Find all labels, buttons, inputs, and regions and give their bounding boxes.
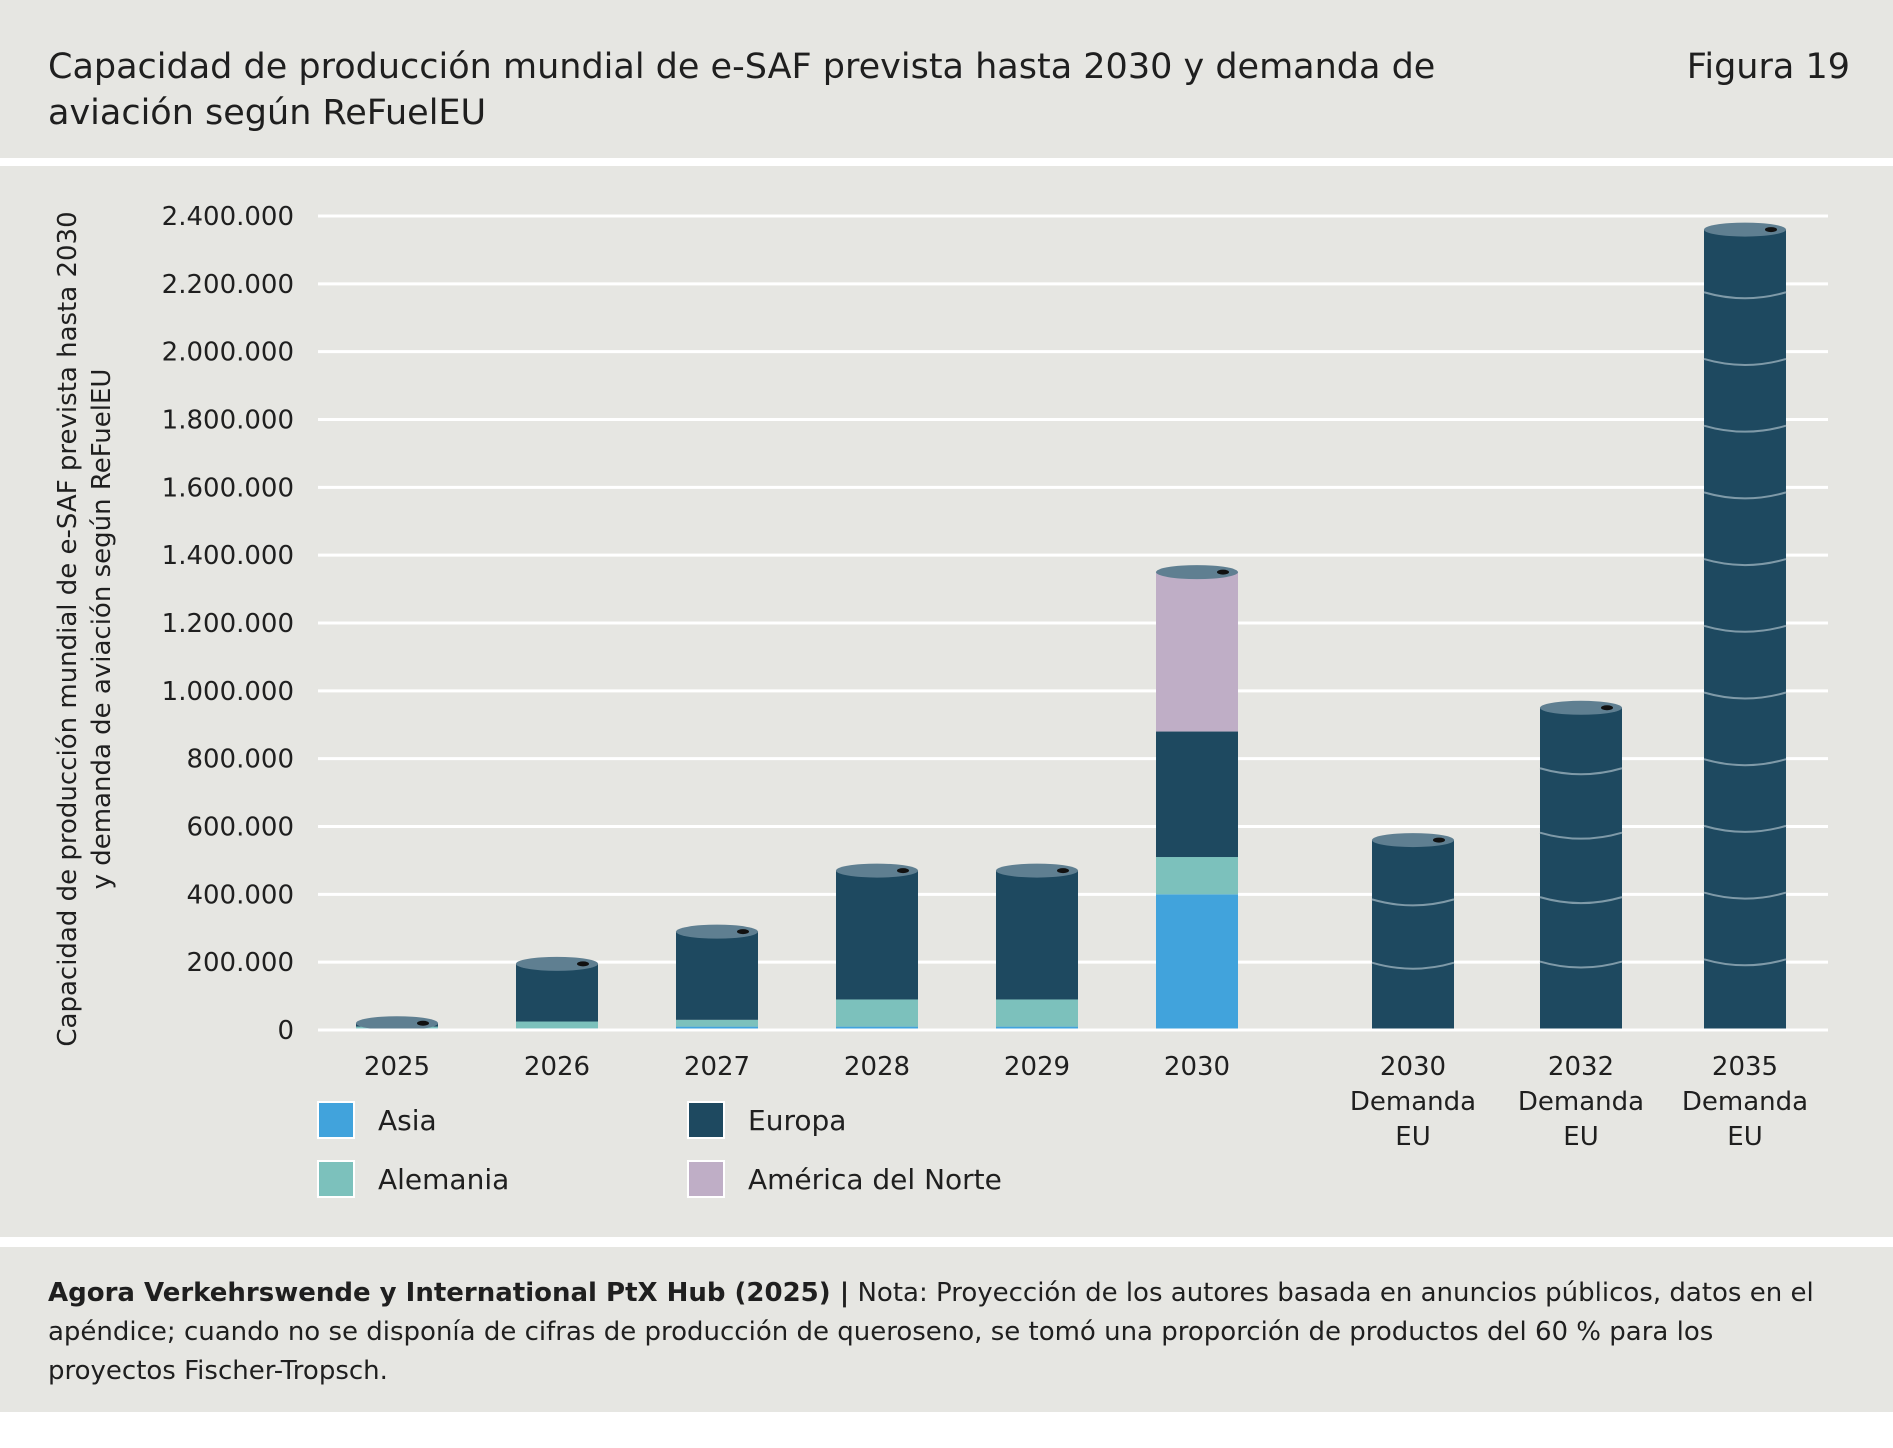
legend-swatch: [317, 1160, 355, 1198]
y-tick-label: 600.000: [186, 813, 294, 843]
legend-swatch: [687, 1160, 725, 1198]
legend-swatch: [317, 1101, 355, 1139]
x-tick-label: 2030: [1164, 1052, 1230, 1082]
x-tick-label: 2032: [1548, 1052, 1614, 1082]
barrel-hoop: [1703, 891, 1787, 900]
bar-segment: [676, 1019, 758, 1027]
barrel-lid: [836, 863, 918, 878]
x-tick-label: 2030: [1380, 1052, 1446, 1082]
barrel-bung: [737, 929, 749, 935]
y-tick-label: 1.400.000: [162, 541, 294, 571]
x-tick-label: 2035: [1712, 1052, 1778, 1082]
barrel-hoop: [1703, 424, 1787, 433]
y-tick-label: 1.000.000: [162, 677, 294, 707]
legend-label: Europa: [748, 1104, 846, 1137]
barrel-hoop: [1539, 767, 1623, 776]
x-tick-label: 2026: [524, 1052, 590, 1082]
bar-segment: [676, 931, 758, 1020]
barrel-hoop: [1703, 558, 1787, 567]
x-tick-label: 2029: [1004, 1052, 1070, 1082]
chart-panel: 0 200.000 400.000 600.000 800.000 1.000.000 1.…: [0, 166, 1893, 1237]
barrel-hoop: [1539, 960, 1623, 969]
y-tick-label: 1.600.000: [162, 473, 294, 503]
note-text: Nota: Proyección de los autores basada e…: [48, 1278, 1814, 1386]
barrel-hoop: [1539, 896, 1623, 905]
bar-segment: [1372, 840, 1454, 1030]
bar-segment: [996, 870, 1078, 1000]
y-tick-label: 1.200.000: [162, 609, 294, 639]
barrel-hoop: [1703, 358, 1787, 366]
legend-swatch: [687, 1101, 725, 1139]
bar-segment: [996, 1026, 1078, 1030]
x-tick-label: EU: [1395, 1122, 1430, 1152]
source-label: Agora Verkehrswende y International PtX …: [48, 1278, 850, 1308]
barrel-hoop: [1703, 758, 1787, 767]
legend-label: América del Norte: [748, 1163, 1002, 1196]
barrel-bung: [1765, 227, 1777, 233]
y-tick-label: 800.000: [186, 745, 294, 775]
y-tick-label: 1.800.000: [162, 406, 294, 436]
chart-title: Capacidad de producción mundial de e-SAF…: [48, 47, 1436, 133]
barrel-hoop: [1703, 624, 1787, 633]
barrel-lid: [356, 1016, 438, 1031]
barrel-hoop: [1703, 491, 1787, 500]
barrel-lid: [1540, 700, 1622, 715]
header-panel: Capacidad de producción mundial de e-SAF…: [0, 0, 1893, 158]
barrel-bung: [1601, 705, 1613, 711]
bar-segment: [1156, 731, 1238, 858]
barrel-hoop: [1703, 958, 1787, 967]
footer-panel: Agora Verkehrswende y International PtX …: [0, 1247, 1893, 1412]
legend-label: Asia: [378, 1104, 437, 1137]
barrel-bung: [1433, 837, 1445, 843]
barrel-hoop: [1371, 898, 1455, 907]
barrel-hoop: [1539, 831, 1623, 840]
barrel-hoop: [1703, 291, 1787, 300]
y-tick-label: 200.000: [186, 948, 294, 978]
barrel-lid: [1156, 565, 1238, 580]
barrel-bung: [577, 961, 589, 967]
bar-segment: [836, 999, 918, 1027]
x-tick-label: Demanda: [1682, 1087, 1808, 1117]
y-tick-label: 2.400.000: [162, 202, 294, 232]
y-axis-label: Capacidad de producción mundial de e-SAF…: [53, 211, 83, 1046]
bar-segment: [1540, 707, 1622, 1030]
barrel-lid: [996, 863, 1078, 878]
bar-segment: [516, 1021, 598, 1029]
x-tick-label: 2025: [364, 1052, 430, 1082]
barrel-hoop: [1703, 691, 1787, 700]
y-tick-label: 400.000: [186, 880, 294, 910]
x-tick-label: Demanda: [1518, 1087, 1644, 1117]
y-axis-label: y demanda de aviación según ReFuelEU: [87, 369, 117, 890]
barrel-lid: [676, 924, 758, 939]
y-tick-label: 2.200.000: [162, 270, 294, 300]
bar-segment: [836, 870, 918, 1000]
barrel-bung: [897, 868, 909, 874]
bar-segment: [1156, 894, 1238, 1030]
y-tick-label: 2.000.000: [162, 338, 294, 368]
bar-segment: [516, 963, 598, 1022]
barrel-bung: [417, 1020, 429, 1026]
x-tick-label: Demanda: [1350, 1087, 1476, 1117]
y-tick-label: 0: [277, 1016, 294, 1046]
bar-segment: [1156, 857, 1238, 895]
legend-label: Alemania: [378, 1163, 509, 1196]
barrel-bung: [1217, 569, 1229, 575]
barrel-lid: [1372, 833, 1454, 848]
bar-segment: [676, 1026, 758, 1030]
figure-label: Figura 19: [1686, 47, 1850, 87]
barrel-bung: [1057, 868, 1069, 874]
barrel-lid: [1704, 222, 1786, 237]
x-tick-label: EU: [1727, 1122, 1762, 1152]
barrel-lid: [516, 956, 598, 971]
x-tick-label: 2027: [684, 1052, 750, 1082]
bar-segment: [836, 1026, 918, 1030]
bar-segment: [1156, 572, 1238, 732]
barrel-hoop: [1703, 824, 1787, 833]
x-tick-label: 2028: [844, 1052, 910, 1082]
x-tick-label: EU: [1563, 1122, 1598, 1152]
barrel-hoop: [1371, 961, 1455, 970]
bar-chart: 0 200.000 400.000 600.000 800.000 1.000.000 1.…: [53, 202, 1828, 1198]
source-note: Agora Verkehrswende y International PtX …: [48, 1274, 1838, 1391]
bar-segment: [996, 999, 1078, 1027]
